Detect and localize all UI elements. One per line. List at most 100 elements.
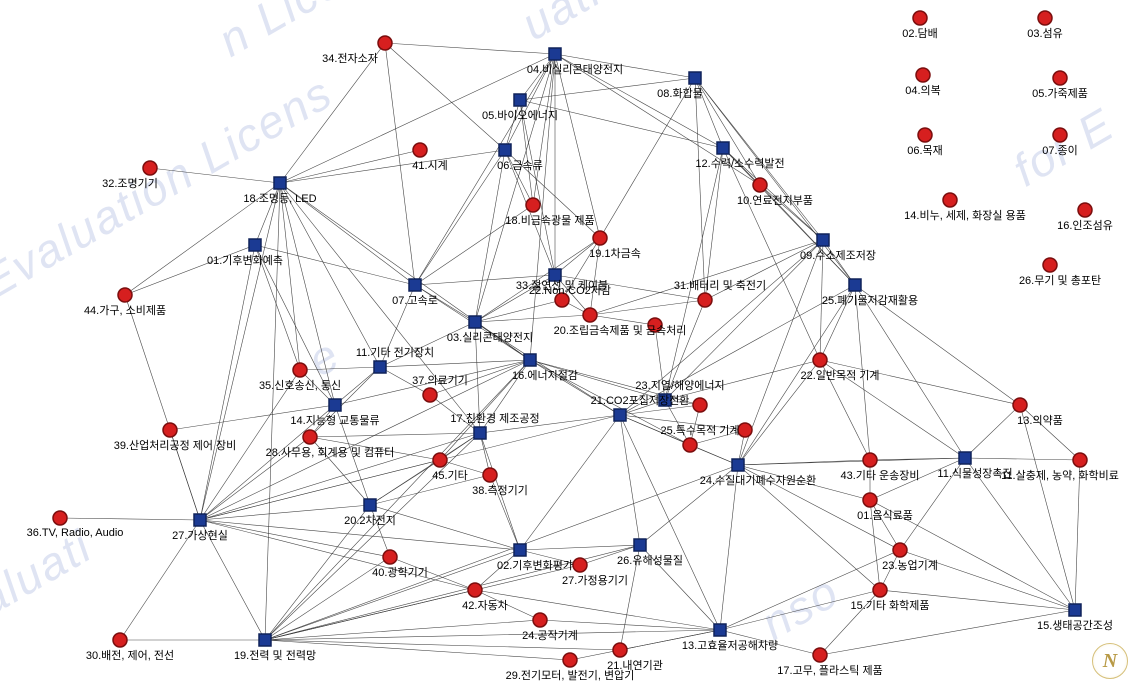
- node-c30[interactable]: [113, 633, 127, 647]
- node-c38[interactable]: [483, 468, 497, 482]
- node-s16[interactable]: [524, 354, 536, 366]
- edge: [620, 285, 855, 415]
- node-s17[interactable]: [474, 427, 486, 439]
- node-s04[interactable]: [549, 48, 561, 60]
- node-s19[interactable]: [259, 634, 271, 646]
- edge: [200, 505, 370, 520]
- node-s20[interactable]: [364, 499, 376, 511]
- edge: [505, 150, 533, 205]
- node-s22[interactable]: [549, 269, 561, 281]
- node-c20[interactable]: [583, 308, 597, 322]
- node-c34[interactable]: [378, 36, 392, 50]
- node-c37[interactable]: [423, 388, 437, 402]
- edge: [255, 245, 415, 285]
- node-c11[interactable]: [1073, 453, 1087, 467]
- edge: [590, 238, 600, 315]
- node-s27[interactable]: [194, 514, 206, 526]
- node-s18[interactable]: [274, 177, 286, 189]
- node-c44[interactable]: [118, 288, 132, 302]
- node-c35[interactable]: [293, 363, 307, 377]
- edge: [640, 465, 738, 545]
- node-s23[interactable]: [659, 394, 671, 406]
- node-s25[interactable]: [849, 279, 861, 291]
- node-c27c[interactable]: [573, 558, 587, 572]
- edge: [965, 458, 1075, 610]
- edge: [620, 415, 720, 630]
- edge: [170, 430, 200, 520]
- node-c24[interactable]: [533, 613, 547, 627]
- edge: [1075, 460, 1080, 610]
- node-cextra1[interactable]: [693, 398, 707, 412]
- node-c05[interactable]: [1053, 71, 1067, 85]
- edge: [265, 557, 390, 640]
- node-c03[interactable]: [1038, 11, 1052, 25]
- edge: [665, 240, 823, 400]
- node-s26[interactable]: [634, 539, 646, 551]
- edge: [720, 630, 820, 655]
- node-c13[interactable]: [1013, 398, 1027, 412]
- node-s15[interactable]: [1069, 604, 1081, 616]
- node-c16[interactable]: [1078, 203, 1092, 217]
- edge: [820, 590, 880, 655]
- node-c31[interactable]: [698, 293, 712, 307]
- node-cextra3[interactable]: [648, 318, 662, 332]
- logo-badge: N: [1092, 643, 1128, 679]
- node-c02[interactable]: [913, 11, 927, 25]
- node-s01[interactable]: [249, 239, 261, 251]
- edge: [590, 300, 705, 315]
- node-s13[interactable]: [714, 624, 726, 636]
- node-s11[interactable]: [374, 361, 386, 373]
- node-c26b[interactable]: [1043, 258, 1057, 272]
- edge: [723, 148, 820, 360]
- edge: [723, 148, 823, 240]
- node-c33[interactable]: [555, 293, 569, 307]
- node-c39[interactable]: [163, 423, 177, 437]
- node-c22[interactable]: [813, 353, 827, 367]
- edge: [555, 54, 760, 185]
- network-svg: [0, 0, 1142, 693]
- node-c10[interactable]: [753, 178, 767, 192]
- node-c40[interactable]: [383, 550, 397, 564]
- node-c41[interactable]: [413, 143, 427, 157]
- node-c15c[interactable]: [873, 583, 887, 597]
- edge: [520, 545, 640, 550]
- node-s08[interactable]: [689, 72, 701, 84]
- node-s10[interactable]: [959, 452, 971, 464]
- node-cextra2[interactable]: [738, 423, 752, 437]
- node-c19c[interactable]: [593, 231, 607, 245]
- node-c14b[interactable]: [943, 193, 957, 207]
- edge: [380, 285, 415, 367]
- node-c04[interactable]: [916, 68, 930, 82]
- edge: [475, 322, 530, 360]
- node-c21c[interactable]: [613, 643, 627, 657]
- edge: [265, 465, 738, 640]
- node-c42[interactable]: [468, 583, 482, 597]
- node-c45[interactable]: [433, 453, 447, 467]
- node-s02[interactable]: [514, 544, 526, 556]
- edge: [255, 245, 335, 405]
- node-c36[interactable]: [53, 511, 67, 525]
- node-c25[interactable]: [683, 438, 697, 452]
- node-s24[interactable]: [732, 459, 744, 471]
- node-s14[interactable]: [329, 399, 341, 411]
- node-c17c[interactable]: [813, 648, 827, 662]
- node-s05[interactable]: [514, 94, 526, 106]
- node-c29[interactable]: [563, 653, 577, 667]
- node-c23[interactable]: [893, 543, 907, 557]
- node-c28[interactable]: [303, 430, 317, 444]
- node-s21[interactable]: [614, 409, 626, 421]
- edge: [695, 78, 705, 300]
- node-c07[interactable]: [1053, 128, 1067, 142]
- node-c18[interactable]: [526, 198, 540, 212]
- node-s03[interactable]: [469, 316, 481, 328]
- node-s07[interactable]: [409, 279, 421, 291]
- edge: [490, 475, 520, 550]
- node-s12[interactable]: [717, 142, 729, 154]
- node-c32[interactable]: [143, 161, 157, 175]
- node-s09[interactable]: [817, 234, 829, 246]
- node-c01[interactable]: [863, 493, 877, 507]
- node-c06[interactable]: [918, 128, 932, 142]
- edge: [475, 322, 620, 415]
- node-s06[interactable]: [499, 144, 511, 156]
- node-c43[interactable]: [863, 453, 877, 467]
